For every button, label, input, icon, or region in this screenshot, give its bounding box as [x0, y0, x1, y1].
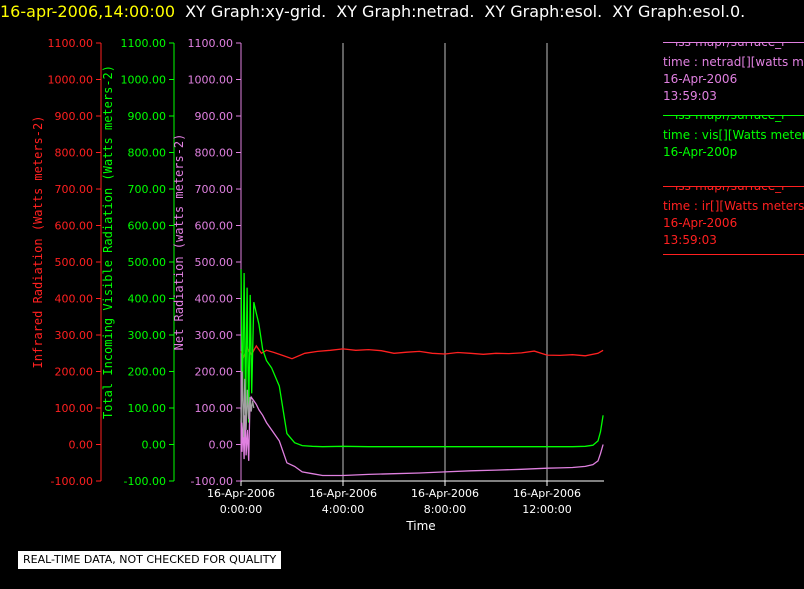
y-tick-label-2-5: 400.00 — [195, 293, 234, 306]
y-tick-label-2-8: 700.00 — [195, 183, 234, 196]
y-tick-label-2-11: 1000.00 — [188, 74, 234, 87]
legend-ir-line-2: time : ir[][Watts meters — [663, 199, 804, 213]
y-tick-label-1-5: 400.00 — [128, 293, 167, 306]
y-tick-label-2-9: 800.00 — [195, 147, 234, 160]
y-tick-label-1-10: 900.00 — [128, 110, 167, 123]
legend-ir-line-3: 16-Apr-2006 — [663, 216, 738, 230]
x-tick-label-date-3: 16-Apr-2006 — [513, 487, 581, 500]
series-line-netrad — [240, 395, 604, 477]
y-tick-label-1-9: 800.00 — [128, 147, 167, 160]
y-tick-label-1-1: 0.00 — [142, 439, 167, 452]
y-tick-label-1-8: 700.00 — [128, 183, 167, 196]
y-tick-label-0-0: -100.00 — [51, 475, 93, 488]
legend-vis-line-3: 16-Apr-200p — [663, 145, 738, 159]
legend-ir-line-4: 13:59:03 — [663, 233, 717, 247]
y-tick-label-0-9: 800.00 — [55, 147, 94, 160]
y-tick-label-1-7: 600.00 — [128, 220, 167, 233]
graph-title-4: XY Graph:esol.0. — [612, 2, 746, 21]
x-tick-label-time-0: 0:00:00 — [220, 503, 262, 516]
legend-netrad-line-3: 16-Apr-2006 — [663, 72, 738, 86]
y-tick-label-0-2: 100.00 — [55, 402, 94, 415]
series-line-ir — [240, 344, 604, 360]
y-tick-label-1-3: 200.00 — [128, 366, 167, 379]
quality-disclaimer: REAL-TIME DATA, NOT CHECKED FOR QUALITY — [18, 551, 282, 569]
legend-ir: —iss-mapr/surface_r time : ir[][Watts me… — [663, 186, 804, 255]
series-line-gray-trace — [240, 371, 255, 438]
y-tick-label-2-0: -100.00 — [191, 475, 233, 488]
y-tick-label-2-12: 1100.00 — [188, 37, 234, 50]
y-tick-label-0-8: 700.00 — [55, 183, 94, 196]
legend-netrad-line-1: —iss-mapr/surface_r — [663, 42, 787, 49]
series-line-vis — [240, 269, 604, 448]
series — [240, 269, 604, 477]
y-tick-label-0-12: 1100.00 — [48, 37, 94, 50]
x-tick-label-time-1: 4:00:00 — [322, 503, 364, 516]
y-tick-label-0-7: 600.00 — [55, 220, 94, 233]
y-tick-label-0-4: 300.00 — [55, 329, 94, 342]
y-tick-label-1-0: -100.00 — [124, 475, 166, 488]
y-tick-label-1-4: 300.00 — [128, 329, 167, 342]
y-tick-label-0-3: 200.00 — [55, 366, 94, 379]
y-tick-label-2-4: 300.00 — [195, 329, 234, 342]
graph-title-2: XY Graph:netrad. — [336, 2, 475, 21]
legend-ir-line-1: —iss-mapr/surface_r — [663, 186, 787, 193]
y-tick-label-2-6: 500.00 — [195, 256, 234, 269]
legend-vis-line-1: —iss-mapr/surface_r — [663, 115, 787, 122]
x-tick-label-time-2: 8:00:00 — [424, 503, 466, 516]
y-tick-label-0-11: 1000.00 — [48, 74, 94, 87]
y-axis-label-0: Infrared Radiation (Watts meters-2) — [31, 116, 45, 369]
y-tick-label-2-3: 200.00 — [195, 366, 234, 379]
y-tick-label-1-6: 500.00 — [128, 256, 167, 269]
y-tick-label-1-12: 1100.00 — [121, 37, 167, 50]
axes: 16-Apr-2006 0:00:00 16-Apr-2006 4:00:00 16-A… — [31, 37, 604, 516]
y-axis-label-2: Net Radiation (watts meters-2) — [172, 134, 186, 351]
x-tick-label-time-3: 12:00:00 — [522, 503, 571, 516]
y-tick-label-2-7: 600.00 — [195, 220, 234, 233]
y-tick-label-2-1: 0.00 — [209, 439, 234, 452]
y-tick-label-2-10: 900.00 — [195, 110, 234, 123]
x-tick-label-date-2: 16-Apr-2006 — [411, 487, 479, 500]
timestamp: 16-apr-2006,14:00:00 — [0, 2, 176, 21]
legend-netrad: —iss-mapr/surface_r time : netrad[][watt… — [663, 42, 804, 104]
x-axis-label: Time — [405, 519, 435, 533]
legend-vis-line-2: time : vis[][Watts meters — [663, 128, 804, 142]
y-tick-label-1-2: 100.00 — [128, 402, 167, 415]
y-tick-label-0-1: 0.00 — [69, 439, 94, 452]
legend-vis: —iss-mapr/surface_r time : vis[][Watts m… — [663, 115, 804, 160]
header: 16-apr-2006,14:00:00 XY Graph:xy-grid. XY … — [0, 2, 745, 24]
legend-netrad-line-2: time : netrad[][watts m — [663, 55, 804, 69]
x-tick-label-date-1: 16-Apr-2006 — [309, 487, 377, 500]
y-tick-label-1-11: 1000.00 — [121, 74, 167, 87]
graph-title-1: XY Graph:xy-grid. — [185, 2, 327, 21]
grid — [342, 43, 548, 481]
graph-title-3: XY Graph:esol. — [484, 2, 603, 21]
x-tick-label-date-0: 16-Apr-2006 — [207, 487, 275, 500]
y-tick-label-2-2: 100.00 — [195, 402, 234, 415]
y-axis-label-1: Total Incoming Visible Radiation (Watts … — [101, 65, 115, 419]
y-tick-label-0-6: 500.00 — [55, 256, 94, 269]
legend-netrad-line-4: 13:59:03 — [663, 89, 717, 103]
y-tick-label-0-10: 900.00 — [55, 110, 94, 123]
y-tick-label-0-5: 400.00 — [55, 293, 94, 306]
